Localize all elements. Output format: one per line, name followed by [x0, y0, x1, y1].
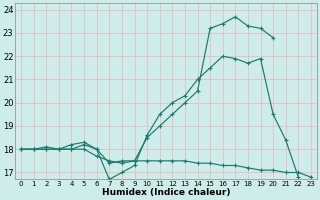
X-axis label: Humidex (Indice chaleur): Humidex (Indice chaleur)	[102, 188, 230, 197]
